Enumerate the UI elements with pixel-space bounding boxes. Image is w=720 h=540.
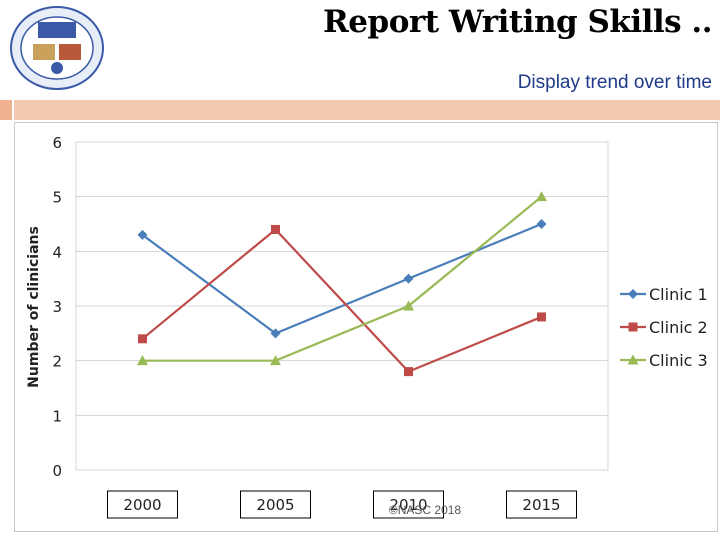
data-point-square [271, 224, 280, 234]
data-point-triangle [137, 355, 148, 366]
data-point-triangle [627, 354, 639, 365]
legend-item: Clinic 1 [620, 285, 708, 304]
y-tick-label: 3 [52, 298, 62, 316]
series-line [141, 227, 542, 373]
data-point-diamond [403, 273, 414, 284]
legend-item: Clinic 2 [620, 318, 708, 337]
data-point-diamond [270, 328, 281, 339]
y-tick-label: 6 [52, 134, 62, 152]
chart-frame [14, 122, 718, 532]
organization-logo [10, 6, 104, 90]
series-line [141, 222, 542, 335]
x-tick-label: 2000 [123, 496, 161, 514]
y-tick-label: 4 [52, 243, 62, 261]
series-line [142, 195, 543, 362]
legend-label: Clinic 3 [649, 351, 708, 370]
data-point-diamond [628, 289, 638, 299]
legend-item: Clinic 3 [620, 351, 708, 370]
y-axis-title: Number of clinicians [26, 226, 42, 388]
y-tick-label: 5 [52, 189, 62, 207]
x-tick-box [506, 490, 577, 519]
legend-label: Clinic 2 [649, 318, 708, 337]
x-tick-box [107, 490, 178, 519]
x-tick-box [373, 490, 444, 519]
x-tick-label: 2005 [256, 496, 294, 514]
slide-title: Report Writing Skills .. [323, 4, 712, 40]
slide-subtitle: Display trend over time [517, 72, 712, 93]
accent-bar-left [0, 100, 12, 120]
x-tick-box [240, 490, 311, 519]
data-point-square [138, 334, 147, 344]
series-layer [137, 191, 547, 377]
data-point-diamond [137, 229, 148, 240]
data-point-square [404, 367, 413, 377]
accent-bar-main [14, 100, 720, 120]
series-clinic-3 [137, 191, 547, 366]
grid-layer [75, 141, 609, 471]
legend-layer: Clinic 1 Clinic 2 Clinic 3 [620, 285, 708, 370]
y-tick-label: 2 [52, 353, 62, 371]
series-clinic-1 [137, 219, 547, 339]
legend-label: Clinic 1 [649, 285, 708, 304]
data-point-triangle [403, 300, 414, 311]
series-clinic-2 [138, 224, 546, 377]
accent-bar [0, 100, 720, 120]
data-point-square [537, 312, 546, 322]
y-tick-label: 0 [52, 462, 62, 480]
x-tick-label: 2010 [389, 496, 427, 514]
data-point-diamond [536, 219, 547, 229]
x-tick-label: 2015 [522, 496, 560, 514]
data-point-triangle [536, 191, 547, 202]
copyright-text: ©NASC 2018 [389, 503, 462, 517]
axis-layer: 0 1 2 3 4 5 6 2000 2005 2010 2015 [52, 134, 577, 519]
data-point-square [628, 322, 638, 332]
y-tick-label: 1 [52, 407, 62, 425]
data-point-triangle [270, 355, 281, 366]
